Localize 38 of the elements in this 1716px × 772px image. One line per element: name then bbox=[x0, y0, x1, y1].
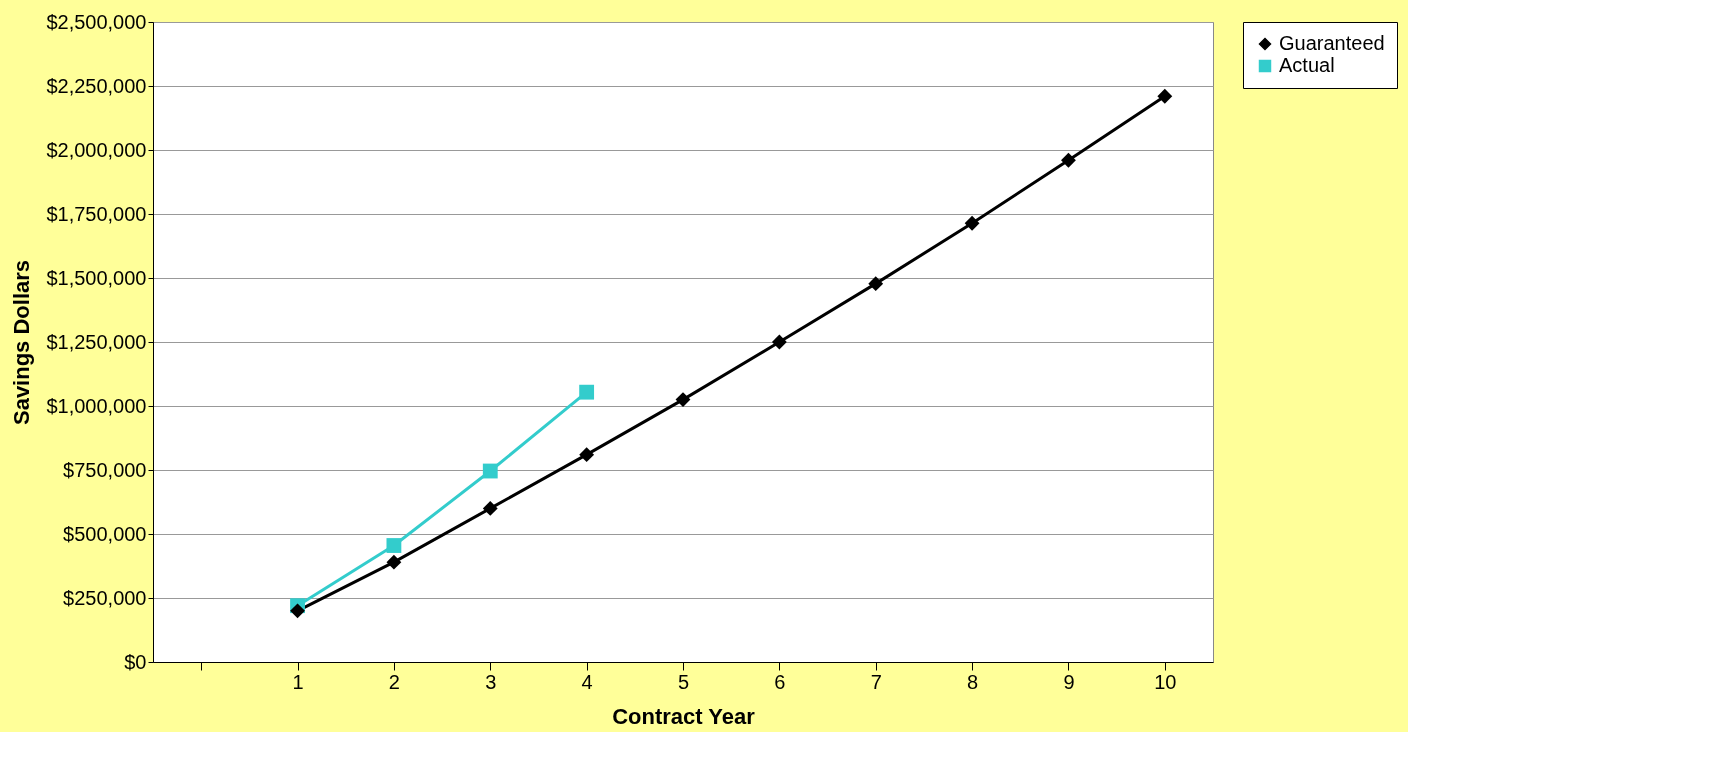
y-tick-label: $1,750,000 bbox=[46, 202, 147, 225]
y-tick-label: $0 bbox=[124, 650, 147, 673]
y-tick-label: $1,500,000 bbox=[46, 266, 147, 289]
x-tick-label: 9 bbox=[1063, 670, 1075, 693]
point bbox=[482, 500, 498, 516]
x-tick-label: 1 bbox=[292, 670, 304, 693]
point bbox=[771, 334, 787, 350]
point bbox=[868, 276, 884, 292]
point bbox=[386, 538, 402, 553]
x-tick-label: 7 bbox=[870, 670, 882, 693]
y-tick-label: $2,250,000 bbox=[46, 74, 147, 97]
point bbox=[1157, 88, 1173, 104]
point bbox=[675, 392, 691, 408]
legend-label: Actual bbox=[1279, 54, 1335, 76]
point bbox=[290, 603, 305, 619]
y-tick-label: $500,000 bbox=[63, 522, 147, 545]
point bbox=[579, 384, 595, 400]
y-tick-label: $2,500,000 bbox=[46, 10, 147, 33]
point bbox=[386, 554, 402, 570]
y-tick-label: $2,000,000 bbox=[46, 138, 147, 161]
x-tick-label: 8 bbox=[967, 670, 979, 693]
x-tick-label: 5 bbox=[677, 670, 690, 693]
x-tick-label: 10 bbox=[1154, 670, 1177, 693]
y-tick-label: $1,000,000 bbox=[46, 394, 147, 417]
point bbox=[964, 215, 980, 231]
point bbox=[482, 463, 498, 479]
x-tick-label: 3 bbox=[485, 670, 497, 693]
y-tick-label: $1,250,000 bbox=[46, 330, 147, 353]
x-axis-title: Contract Year bbox=[612, 703, 756, 729]
x-tick-label: 2 bbox=[388, 670, 400, 693]
point bbox=[579, 447, 595, 463]
x-tick-label: 4 bbox=[581, 670, 593, 693]
y-tick-label: $250,000 bbox=[63, 586, 147, 609]
y-tick-label: $750,000 bbox=[63, 458, 147, 481]
x-tick-label: 6 bbox=[774, 670, 786, 693]
y-axis-title: Savings Dollars bbox=[9, 259, 35, 426]
point bbox=[1061, 152, 1076, 168]
legend-label: Guaranteed bbox=[1279, 32, 1385, 54]
